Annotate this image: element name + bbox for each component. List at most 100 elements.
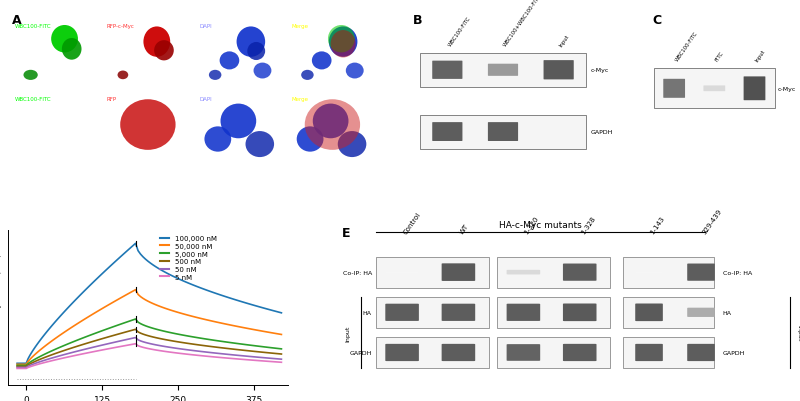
500 nM	[270, 351, 279, 356]
FancyBboxPatch shape	[432, 123, 462, 142]
Text: A: A	[12, 14, 22, 26]
50 nM	[70, 350, 79, 354]
Text: Input: Input	[796, 324, 800, 341]
FancyBboxPatch shape	[442, 304, 475, 321]
50 nM	[130, 335, 140, 340]
100,000 nM	[130, 241, 140, 246]
50 nM	[170, 346, 180, 350]
Text: WBC100-FITC: WBC100-FITC	[674, 31, 698, 63]
FancyBboxPatch shape	[488, 65, 518, 77]
FancyBboxPatch shape	[687, 344, 715, 361]
FancyBboxPatch shape	[663, 80, 685, 99]
50,000 nM	[12, 362, 22, 367]
FancyBboxPatch shape	[563, 264, 597, 281]
500 nM	[70, 345, 79, 350]
FancyBboxPatch shape	[623, 337, 714, 368]
5,000 nM	[270, 346, 279, 350]
FancyBboxPatch shape	[419, 115, 586, 149]
50,000 nM	[143, 299, 153, 304]
FancyBboxPatch shape	[623, 297, 714, 328]
FancyBboxPatch shape	[506, 344, 540, 361]
100,000 nM	[277, 311, 286, 316]
FancyBboxPatch shape	[687, 264, 715, 281]
100,000 nM	[170, 275, 180, 280]
5 nM	[143, 346, 153, 351]
5 nM	[257, 358, 266, 363]
50,000 nM	[277, 332, 286, 337]
5 nM	[70, 353, 79, 358]
100,000 nM	[257, 305, 266, 310]
FancyBboxPatch shape	[635, 344, 663, 361]
Text: Input: Input	[345, 324, 350, 341]
FancyBboxPatch shape	[635, 304, 663, 321]
5,000 nM	[12, 363, 22, 368]
50,000 nM	[70, 323, 79, 328]
FancyBboxPatch shape	[703, 86, 726, 92]
Text: c-Myc: c-Myc	[778, 87, 796, 91]
100,000 nM	[143, 259, 153, 264]
Legend: 100,000 nM, 50,000 nM, 5,000 nM, 500 nM, 50 nM, 5 nM: 100,000 nM, 50,000 nM, 5,000 nM, 500 nM,…	[157, 233, 220, 283]
FancyBboxPatch shape	[498, 337, 610, 368]
Text: GAPDH: GAPDH	[722, 350, 745, 355]
Text: WT: WT	[458, 223, 470, 235]
500 nM	[257, 350, 266, 354]
Text: Input: Input	[558, 33, 570, 47]
5 nM	[170, 350, 180, 355]
50,000 nM	[170, 309, 180, 314]
FancyBboxPatch shape	[488, 123, 518, 142]
Text: Co-IP: HA: Co-IP: HA	[342, 270, 372, 275]
5,000 nM	[90, 331, 100, 336]
50,000 nM	[90, 311, 100, 316]
FancyBboxPatch shape	[432, 61, 462, 80]
50,000 nM	[257, 329, 266, 334]
Line: 500 nM: 500 nM	[17, 330, 282, 367]
Text: 329-439: 329-439	[701, 208, 722, 235]
Text: 1-143: 1-143	[649, 215, 666, 235]
FancyBboxPatch shape	[376, 337, 489, 368]
5 nM	[270, 359, 279, 364]
FancyBboxPatch shape	[687, 308, 715, 317]
100,000 nM	[90, 279, 100, 284]
50 nM	[257, 355, 266, 360]
5,000 nM	[130, 317, 140, 322]
Text: C: C	[653, 14, 662, 26]
Text: Control: Control	[402, 211, 422, 235]
Text: Input: Input	[754, 49, 766, 63]
50 nM	[143, 341, 153, 346]
FancyBboxPatch shape	[386, 304, 419, 321]
Text: FITC: FITC	[714, 51, 725, 63]
Text: 1-320: 1-320	[523, 215, 540, 235]
FancyBboxPatch shape	[506, 270, 540, 275]
FancyBboxPatch shape	[506, 304, 540, 321]
Text: 1-328: 1-328	[580, 215, 596, 235]
Text: WBC100+WBC100-FITC: WBC100+WBC100-FITC	[503, 0, 543, 47]
FancyBboxPatch shape	[376, 257, 489, 288]
100,000 nM	[270, 309, 279, 314]
FancyBboxPatch shape	[563, 304, 597, 321]
5,000 nM	[70, 339, 79, 344]
FancyBboxPatch shape	[376, 297, 489, 328]
Line: 100,000 nM: 100,000 nM	[17, 244, 282, 363]
500 nM	[130, 327, 140, 332]
FancyBboxPatch shape	[498, 297, 610, 328]
50 nM	[277, 357, 286, 362]
Text: c-Myc: c-Myc	[590, 68, 609, 73]
FancyBboxPatch shape	[623, 257, 714, 288]
FancyBboxPatch shape	[563, 344, 597, 361]
50 nM	[90, 344, 100, 349]
FancyBboxPatch shape	[744, 77, 766, 101]
Text: E: E	[342, 226, 350, 239]
500 nM	[277, 352, 286, 356]
FancyBboxPatch shape	[498, 257, 610, 288]
500 nM	[90, 338, 100, 343]
Text: HA-c-Myc mutants: HA-c-Myc mutants	[499, 220, 582, 229]
5,000 nM	[257, 344, 266, 349]
100,000 nM	[70, 299, 79, 304]
FancyBboxPatch shape	[442, 264, 475, 281]
50 nM	[270, 356, 279, 361]
Text: HA: HA	[722, 310, 732, 315]
50 nM	[12, 365, 22, 370]
FancyBboxPatch shape	[386, 271, 419, 273]
Line: 50,000 nM: 50,000 nM	[17, 290, 282, 365]
Text: GAPDH: GAPDH	[350, 350, 372, 355]
